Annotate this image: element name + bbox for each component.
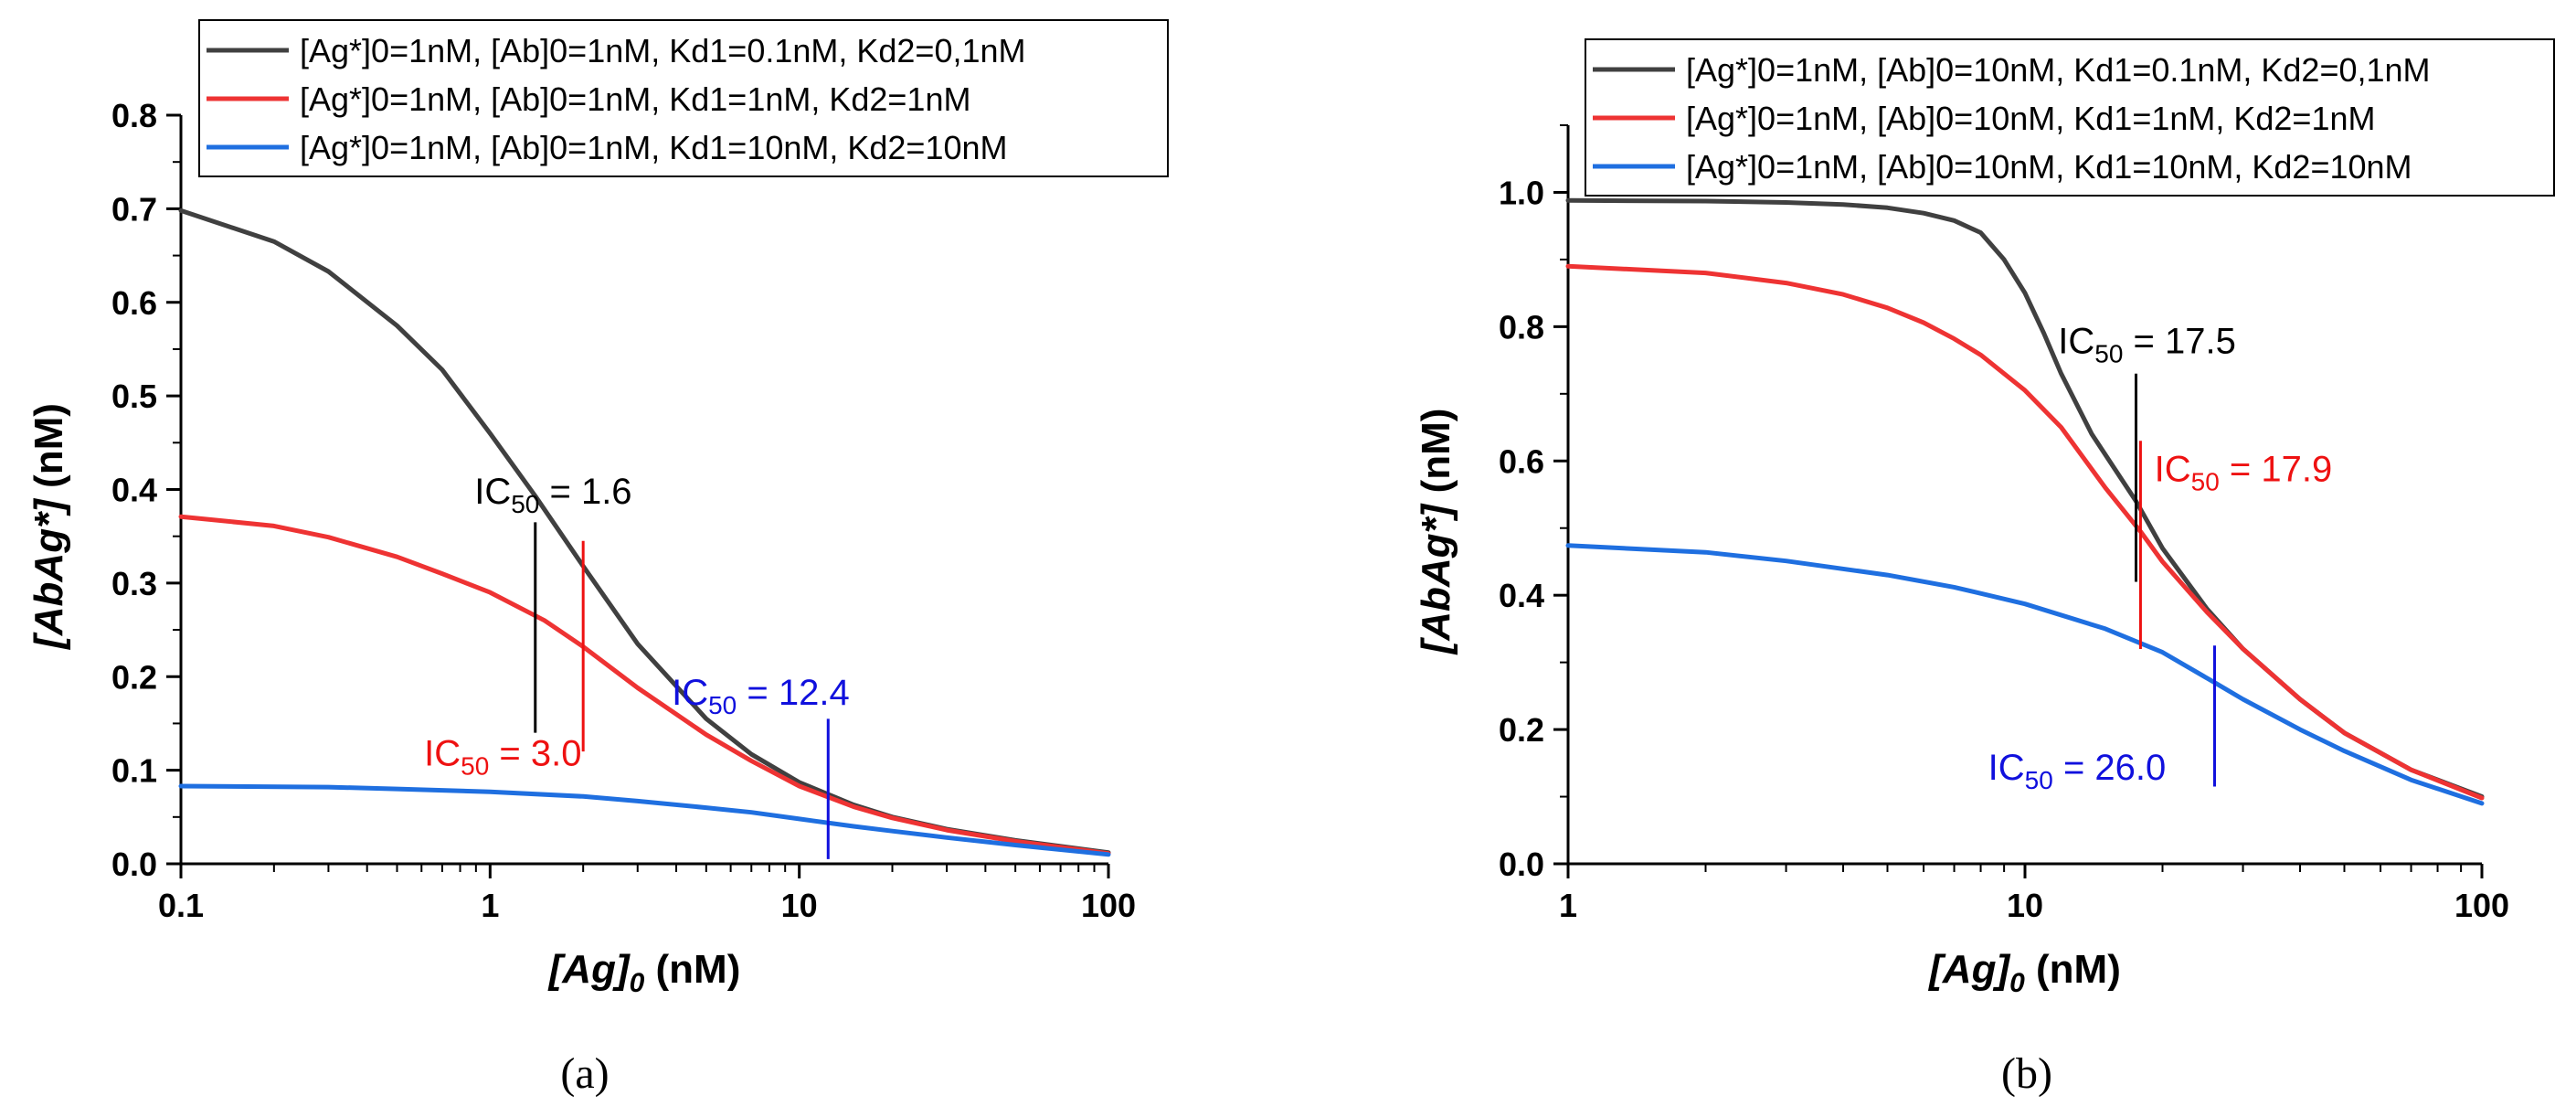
x-tick-label: 100 — [1081, 887, 1136, 924]
legend-entry: [Ag*]0=1nM, [Ab]0=10nM, Kd1=0.1nM, Kd2=0… — [1686, 51, 2431, 89]
series-line-3 — [1565, 543, 2485, 806]
y-tick-label: 0.8 — [1499, 308, 1544, 346]
x-tick-label: 10 — [2007, 887, 2043, 924]
series-line-1 — [1565, 197, 2485, 799]
y-tick-label: 0.3 — [111, 565, 157, 602]
y-axis-title-unit: (nM) — [27, 403, 71, 499]
y-tick-label: 0.7 — [111, 190, 157, 228]
legend-entry: [Ag*]0=1nM, [Ab]0=10nM, Kd1=1nM, Kd2=1nM — [1686, 100, 2376, 137]
x-axis-title-unit: (nM) — [644, 947, 740, 992]
ic50-label: IC50 = 17.5 — [2058, 322, 2236, 368]
y-axis-title-unit: (nM) — [1414, 409, 1458, 505]
y-tick-label: 0.1 — [111, 752, 157, 790]
series-line-3 — [178, 783, 1111, 857]
legend-entry: [Ag*]0=1nM, [Ab]0=10nM, Kd1=10nM, Kd2=10… — [1686, 148, 2412, 186]
x-axis-title-unit: (nM) — [2025, 947, 2121, 992]
legend-entry: [Ag*]0=1nM, [Ab]0=1nM, Kd1=1nM, Kd2=1nM — [300, 80, 970, 118]
x-tick-label: 1 — [1559, 887, 1577, 924]
y-tick-label: 0.8 — [111, 97, 157, 134]
y-tick-label: 0.4 — [1499, 577, 1544, 614]
ic50-label: IC50 = 12.4 — [672, 673, 850, 719]
x-axis-title: [Ag]0 (nM) — [1927, 947, 2121, 998]
series-line-2 — [1565, 263, 2485, 801]
legend-entry: [Ag*]0=1nM, [Ab]0=1nM, Kd1=0.1nM, Kd2=0,… — [300, 32, 1026, 69]
x-tick-label: 1 — [481, 887, 499, 924]
legend: [Ag*]0=1nM, [Ab]0=1nM, Kd1=0.1nM, Kd2=0,… — [198, 19, 1169, 177]
ic50-label: IC50 = 26.0 — [1988, 748, 2167, 794]
x-tick-label: 100 — [2454, 887, 2509, 924]
legend-box — [1585, 38, 2555, 197]
ic50-label: IC50 = 3.0 — [424, 734, 581, 781]
x-axis-title: [Ag]0 (nM) — [547, 947, 741, 998]
legend-entry: [Ag*]0=1nM, [Ab]0=1nM, Kd1=10nM, Kd2=10n… — [300, 129, 1008, 166]
panel-label: (b) — [2001, 1049, 2052, 1098]
x-axis-title-sub: 0 — [2009, 968, 2025, 998]
y-tick-label: 0.0 — [111, 846, 157, 883]
panel-label: (a) — [560, 1049, 609, 1098]
legend-box — [198, 19, 1169, 177]
x-tick-label: 10 — [781, 887, 818, 924]
y-axis-title-main: [AbAg*] — [27, 498, 71, 651]
series-line-1 — [178, 207, 1111, 856]
y-axis-title: [AbAg*] (nM) — [27, 403, 71, 651]
y-tick-label: 0.2 — [111, 658, 157, 696]
x-axis-title-sub: 0 — [630, 968, 645, 998]
y-tick-label: 0.4 — [111, 472, 157, 509]
y-tick-label: 0.6 — [111, 284, 157, 322]
y-axis-title: [AbAg*] (nM) — [1414, 409, 1458, 656]
series-line-2 — [178, 514, 1111, 856]
y-axis-title-main: [AbAg*] — [1414, 503, 1458, 655]
y-tick-label: 0.5 — [111, 378, 157, 415]
x-axis-title-main: [Ag] — [547, 947, 631, 992]
ic50-label: IC50 = 1.6 — [474, 472, 631, 518]
y-tick-label: 0.6 — [1499, 442, 1544, 480]
legend: [Ag*]0=1nM, [Ab]0=10nM, Kd1=0.1nM, Kd2=0… — [1585, 38, 2555, 197]
y-tick-label: 0.0 — [1499, 846, 1544, 883]
x-axis-title-main: [Ag] — [1927, 947, 2010, 992]
chart-a: 0.1 1 10 1000.00.10.20.30.40.50.60.70.8[Ag]… — [27, 19, 1169, 1098]
y-tick-label: 1.0 — [1499, 174, 1544, 211]
x-tick-label: 0.1 — [158, 887, 204, 924]
ic50-label: IC50 = 17.9 — [2155, 449, 2333, 495]
y-tick-label: 0.2 — [1499, 711, 1544, 749]
